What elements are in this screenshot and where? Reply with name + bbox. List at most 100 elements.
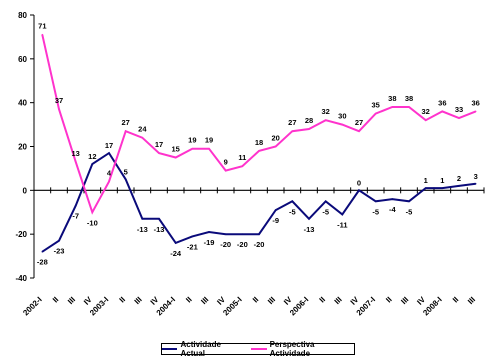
data-label: 27 — [121, 118, 129, 127]
legend-swatch-perspectiva — [251, 348, 267, 350]
y-tick-label: 20 — [18, 143, 27, 152]
x-tick-label: II — [451, 295, 461, 305]
data-label: 4 — [107, 169, 112, 178]
data-point — [308, 128, 310, 130]
data-label: 71 — [38, 22, 46, 31]
data-point — [191, 147, 194, 150]
x-tick-label: II — [184, 295, 194, 305]
x-tick-label: II — [51, 295, 61, 305]
x-tick-label: III — [66, 295, 77, 306]
data-label: -7 — [72, 212, 79, 221]
data-point — [441, 110, 444, 113]
x-tick-label: IV — [82, 295, 94, 307]
data-label: 28 — [305, 116, 313, 125]
data-point — [174, 242, 177, 244]
data-label: 38 — [405, 94, 413, 103]
x-tick-label: II — [118, 295, 128, 305]
data-label: 27 — [288, 118, 296, 127]
data-point — [374, 200, 377, 203]
data-label: 15 — [171, 144, 179, 153]
data-label: 2 — [457, 174, 461, 183]
data-label: 19 — [205, 136, 213, 145]
data-label: 13 — [71, 149, 79, 158]
x-tick-label: II — [384, 295, 394, 305]
data-label: 12 — [88, 152, 96, 161]
data-label: -20 — [220, 240, 231, 249]
x-tick-label: IV — [149, 295, 161, 307]
data-point — [424, 119, 427, 121]
data-label: 18 — [255, 138, 263, 147]
data-label: 11 — [238, 153, 246, 162]
x-tick-label: III — [399, 295, 410, 306]
data-label: 9 — [224, 158, 228, 167]
data-point — [174, 156, 177, 159]
data-label: -21 — [187, 242, 198, 251]
series-line-perspectiva — [41, 34, 477, 215]
data-point — [108, 152, 110, 154]
data-point — [241, 165, 244, 168]
y-tick-label: -40 — [15, 274, 27, 283]
y-tick-label: 60 — [18, 55, 27, 64]
x-tick-label: III — [133, 295, 144, 306]
data-label: -23 — [54, 247, 65, 256]
data-label: -13 — [154, 225, 165, 234]
data-label: -10 — [87, 218, 98, 227]
data-point — [208, 147, 210, 150]
data-point — [124, 130, 127, 132]
data-point — [41, 33, 44, 36]
data-label: 32 — [421, 107, 429, 116]
legend-label-perspectiva: Perspectiva Actividade — [269, 340, 315, 358]
data-point — [474, 182, 477, 185]
data-label: -20 — [237, 240, 248, 249]
data-point — [358, 189, 360, 192]
data-point — [224, 169, 227, 172]
data-point — [441, 187, 444, 189]
data-point — [41, 250, 44, 253]
data-point — [58, 239, 60, 242]
data-point — [474, 110, 477, 113]
data-label: 1 — [424, 176, 428, 185]
data-point — [108, 180, 110, 183]
x-tick-label: 2007-I — [355, 295, 377, 317]
data-point — [274, 209, 277, 211]
data-label: 1 — [440, 176, 444, 185]
legend: Actividade Actual Perspectiva Actividade — [161, 340, 355, 358]
x-tick-label: III — [333, 295, 344, 306]
x-tick-label: 2006-I — [288, 295, 310, 317]
data-label: 19 — [188, 136, 196, 145]
data-label: 20 — [271, 134, 279, 143]
data-label: 24 — [138, 125, 147, 134]
data-label: -4 — [389, 205, 396, 214]
data-point — [224, 233, 227, 235]
data-label: 38 — [388, 94, 396, 103]
data-label: -28 — [37, 258, 48, 267]
x-tick-label: II — [251, 295, 261, 305]
data-label: -5 — [372, 207, 379, 216]
y-tick-label: 0 — [23, 186, 28, 195]
data-point — [74, 204, 77, 207]
data-point — [74, 161, 77, 163]
data-label: 36 — [471, 98, 479, 107]
y-tick-label: 80 — [18, 11, 27, 20]
data-point — [258, 150, 260, 152]
data-label: -9 — [272, 216, 279, 225]
data-label: 36 — [438, 98, 446, 107]
data-point — [458, 185, 460, 187]
data-point — [391, 106, 394, 108]
y-tick-label: -20 — [15, 230, 27, 239]
x-tick-label: III — [266, 295, 277, 306]
data-label: 17 — [155, 140, 163, 149]
x-tick-label: 2003-I — [88, 295, 110, 317]
data-point — [408, 200, 410, 203]
legend-label-actual: Actividade Actual — [180, 340, 221, 358]
data-point — [258, 233, 260, 235]
legend-item-actual: Actividade Actual — [162, 340, 245, 358]
x-tick-label: IV — [349, 295, 361, 307]
data-point — [274, 145, 277, 148]
x-tick-label: II — [318, 295, 328, 305]
data-point — [391, 198, 394, 200]
data-point — [374, 112, 377, 115]
data-label: 27 — [355, 118, 363, 127]
